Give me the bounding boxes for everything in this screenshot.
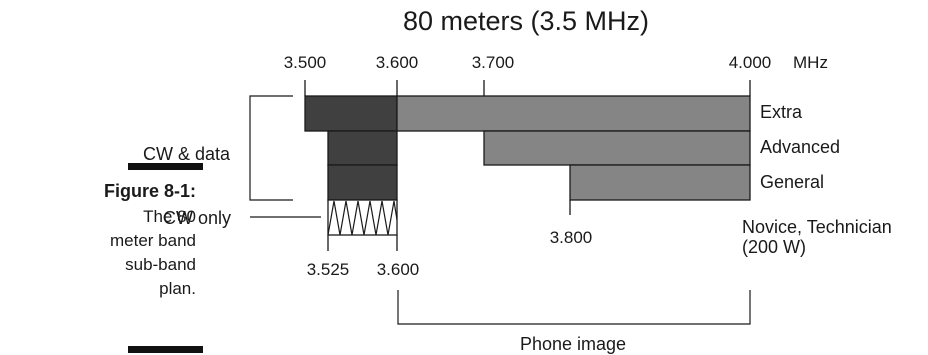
cw-only-label: CW only bbox=[163, 208, 231, 228]
general-cw-data-segment bbox=[327, 164, 398, 201]
class-label-novice: Novice, Technician bbox=[742, 217, 892, 237]
tick-label-3525: 3.525 bbox=[307, 260, 350, 279]
diagram-title: 80 meters (3.5 MHz) bbox=[403, 6, 649, 36]
class-label-extra: Extra bbox=[760, 102, 803, 122]
tick-label-3700: 3.700 bbox=[472, 53, 515, 72]
caption-line-4: plan. bbox=[159, 279, 196, 298]
tick-label-3600-bottom: 3.600 bbox=[377, 260, 420, 279]
class-label-general: General bbox=[760, 172, 824, 192]
extra-phone-segment bbox=[396, 95, 751, 132]
cw-data-label: CW & data bbox=[143, 144, 231, 164]
advanced-cw-data-segment bbox=[327, 130, 398, 166]
class-label-advanced: Advanced bbox=[760, 137, 840, 157]
novice-cw-only-zigzag bbox=[327, 200, 398, 236]
caption-line-2: meter band bbox=[110, 231, 196, 250]
cw-data-bracket bbox=[249, 95, 293, 201]
extra-cw-data-segment bbox=[304, 95, 398, 132]
class-label-novice-power: (200 W) bbox=[742, 237, 806, 257]
tick-label-4000: 4.000 bbox=[729, 53, 772, 72]
caption-line-1: The 80 bbox=[143, 207, 196, 226]
general-phone-segment bbox=[569, 164, 751, 201]
caption-label: Figure 8-1: bbox=[104, 181, 196, 201]
phone-label: Phone image bbox=[520, 334, 626, 354]
tick-label-3500: 3.500 bbox=[284, 53, 327, 72]
caption-top-bar bbox=[128, 163, 203, 170]
advanced-phone-segment bbox=[483, 130, 751, 166]
caption-line-3: sub-band bbox=[125, 255, 196, 274]
tick-label-3800: 3.800 bbox=[550, 228, 593, 247]
tick-label-3600-top: 3.600 bbox=[376, 53, 419, 72]
phone-bracket bbox=[397, 290, 751, 325]
unit-label: MHz bbox=[793, 53, 828, 72]
caption-bottom-bar bbox=[128, 346, 203, 353]
